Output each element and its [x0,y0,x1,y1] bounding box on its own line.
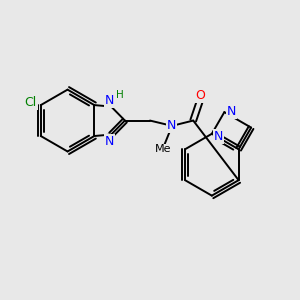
Text: Me: Me [155,144,172,154]
Text: N: N [105,94,114,106]
Text: N: N [214,130,223,143]
Text: H: H [116,90,123,100]
Text: N: N [105,134,114,148]
Text: N: N [227,105,236,118]
Text: Cl: Cl [24,96,37,109]
Text: O: O [195,89,205,102]
Text: N: N [167,119,176,132]
